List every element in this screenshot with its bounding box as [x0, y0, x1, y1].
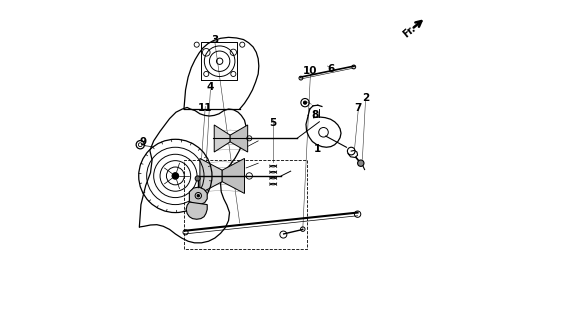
Text: 4: 4 [206, 82, 214, 92]
Text: 10: 10 [303, 67, 318, 76]
Text: 3: 3 [211, 35, 218, 44]
Text: 6: 6 [328, 64, 335, 74]
Circle shape [197, 195, 200, 197]
Text: 1: 1 [314, 144, 321, 154]
Text: 2: 2 [362, 93, 369, 103]
Polygon shape [189, 187, 207, 204]
Text: 11: 11 [198, 103, 213, 113]
Text: 9: 9 [140, 138, 147, 148]
Polygon shape [230, 125, 248, 152]
Circle shape [195, 176, 200, 181]
Polygon shape [186, 202, 207, 219]
Polygon shape [200, 158, 222, 194]
Polygon shape [214, 125, 230, 152]
Circle shape [304, 101, 306, 104]
Polygon shape [222, 158, 244, 194]
Text: 7: 7 [355, 103, 362, 113]
Text: 8: 8 [311, 110, 318, 120]
Circle shape [358, 160, 364, 166]
Circle shape [172, 173, 178, 179]
Text: 5: 5 [270, 118, 277, 128]
Text: Fr.: Fr. [401, 23, 417, 39]
